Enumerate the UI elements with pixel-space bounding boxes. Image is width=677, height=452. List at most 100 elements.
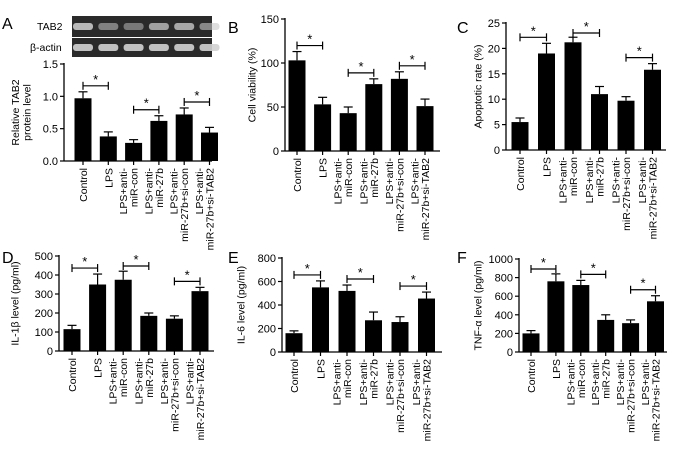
panel-a-sig-star: * — [194, 88, 199, 103]
panel-d-sig-star: * — [133, 252, 138, 267]
blot-actin-band — [98, 44, 119, 51]
panel-e-bar — [391, 322, 409, 352]
panel-a-bar — [175, 114, 193, 161]
panel-f-y-tick-label: 1000 — [489, 254, 513, 266]
panel-f-y-tick-label: 800 — [495, 273, 513, 285]
panel-f-x-tick-label: Control — [526, 359, 538, 393]
panel-d-x-tick-label: LPS+anti-miR-con — [108, 357, 131, 404]
panel-d-bar — [140, 315, 158, 351]
panel-c-sig-star: * — [584, 19, 589, 34]
panel-c-sig-star: * — [637, 44, 642, 59]
panel-e-bar — [338, 290, 356, 352]
blot-tab2-band — [199, 23, 220, 30]
panel-b-y-tick-label: 50 — [267, 102, 279, 114]
panel-d-x-tick-label: LPS+anti-miR-27b+si-TAB2 — [185, 357, 208, 440]
panel-d-x-tick-label: LPS+anti-miR-27b+si-con — [159, 357, 182, 431]
panel-e-sig-star: * — [305, 261, 310, 276]
panel-b-bar — [288, 60, 306, 151]
blot-row-label-tab2: TAB2 — [37, 21, 63, 33]
panel-a-x-tick-label: LPS+anti-miR-27b+si-con — [169, 167, 192, 241]
panel-d-y-tick-label: 200 — [35, 308, 53, 320]
panel-a-bar — [201, 132, 218, 161]
panel-e-sig-star: * — [358, 265, 363, 280]
panel-f-x-tick-label: LPS+anti-miR-27b — [590, 358, 613, 405]
panel-e-sig-star: * — [411, 272, 416, 287]
blot-actin-band — [73, 44, 93, 51]
panel-b-x-tick-label: LPS+anti-miR-27b+si-TAB2 — [410, 157, 433, 240]
panel-a-y-tick-label: 0.0 — [43, 156, 58, 168]
panel-e-x-tick-label: Control — [289, 359, 301, 393]
panel-f-bar — [622, 323, 640, 352]
panel-d-bar — [89, 284, 107, 351]
panel-c-y-tick-label: 25 — [488, 18, 500, 30]
panel-d-y-tick-label: 0 — [47, 346, 53, 358]
panel-b-sig-star: * — [307, 32, 312, 47]
panel-a-x-tick-label: LPS+anti-miR-27b+si-TAB2 — [194, 167, 217, 250]
panel-f-sig-star: * — [591, 260, 596, 275]
panel-f-bar — [597, 319, 615, 352]
panel-e-x-tick-label: LPS — [316, 359, 328, 379]
panel-c-x-tick-label: LPS — [542, 157, 554, 177]
panel-b-x-tick-label: Control — [292, 158, 304, 192]
panel-f-y-tick-label: 400 — [495, 310, 513, 322]
panel-d-sig-star: * — [185, 267, 190, 282]
panel-c-sig-star: * — [531, 23, 536, 38]
panel-b-y-label: Cell viability (%) — [247, 48, 259, 123]
blot-tab2-band — [148, 23, 169, 30]
blot-tab2-band — [123, 23, 144, 30]
panel-f-x-tick-label: LPS+anti-miR-con — [565, 358, 588, 405]
panel-c-letter: C — [457, 20, 469, 37]
panel-e-x-tick-label: LPS+anti-miR-27b+si-TAB2 — [411, 358, 434, 441]
panel-f-bar — [522, 333, 540, 352]
panel-a-x-tick-label: LPS+anti-miR-27b — [143, 167, 166, 214]
panel-e-y-tick-label: 400 — [258, 300, 276, 312]
panel-c-bar — [511, 122, 529, 150]
panel-a-y-tick-label: 1.5 — [43, 59, 58, 71]
panel-a-bar — [150, 120, 168, 161]
panel-b-x-tick-label: LPS+anti-miR-con — [333, 157, 356, 204]
panel-c-y-tick-label: 20 — [488, 43, 500, 55]
panel-b-bar — [390, 78, 408, 151]
panel-e-x-tick-label: LPS+anti-miR-27b+si-con — [385, 358, 408, 432]
panel-a-bar — [74, 98, 92, 161]
panel-c-y-label: Apoptotic rate (%) — [473, 44, 485, 128]
blot-actin-band — [199, 44, 220, 51]
panel-d-y-tick-label: 300 — [35, 289, 53, 301]
panel-b-x-tick-label: LPS — [318, 158, 330, 178]
panel-d-letter: D — [2, 250, 14, 267]
panel-a-x-tick-label: LPS+anti-miR-con — [118, 167, 141, 214]
panel-a-sig-star: * — [93, 72, 98, 87]
panel-c-bar — [591, 94, 608, 150]
panel-c-y-tick-label: 5 — [494, 120, 500, 132]
panel-d-bar — [165, 318, 183, 351]
panel-f-bar — [547, 281, 565, 352]
panel-a-y-label: Relative TAB2protein level — [10, 79, 34, 145]
panel-e-bar — [285, 333, 303, 352]
panel-e-bar — [365, 320, 382, 352]
panel-f-y-tick-label: 200 — [495, 328, 513, 340]
blot-actin-band — [123, 44, 144, 51]
panel-a-letter: A — [2, 16, 13, 33]
panel-b-bar — [314, 104, 332, 151]
panel-d-y-tick-label: 400 — [35, 270, 53, 282]
panel-f-y-tick-label: 600 — [495, 291, 513, 303]
blot-actin-band — [174, 44, 195, 51]
panel-a-x-tick-label: LPS — [103, 168, 115, 188]
panel-e-y-tick-label: 200 — [258, 324, 276, 336]
panel-e-bar — [312, 287, 329, 352]
panel-d-y-label: IL-1β level (pg/ml) — [10, 261, 22, 345]
panel-b-letter: B — [228, 20, 239, 37]
panel-f-sig-star: * — [541, 255, 546, 270]
panel-b-bar — [339, 113, 357, 151]
blot-tab2-band — [73, 23, 93, 30]
panel-c-y-tick-label: 10 — [488, 94, 500, 106]
panel-e-y-tick-label: 600 — [258, 277, 276, 289]
panel-f-sig-star: * — [641, 276, 646, 291]
panel-d-bar — [63, 329, 81, 351]
panel-d-x-tick-label: LPS — [93, 358, 105, 378]
panel-b-sig-star: * — [358, 59, 363, 74]
panel-d-bar — [114, 279, 132, 351]
blot-tab2-band — [174, 23, 195, 30]
panel-c-bar — [538, 53, 555, 151]
